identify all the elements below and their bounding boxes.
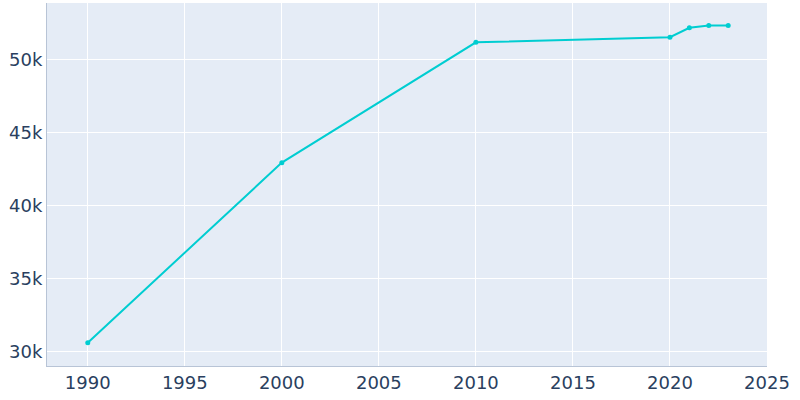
svg-text:2000: 2000 [259, 372, 305, 393]
svg-text:2010: 2010 [453, 372, 499, 393]
svg-text:1995: 1995 [162, 372, 208, 393]
svg-text:50k: 50k [9, 49, 43, 70]
svg-text:2020: 2020 [647, 372, 693, 393]
svg-text:45k: 45k [9, 122, 43, 143]
svg-text:40k: 40k [9, 195, 43, 216]
svg-text:2025: 2025 [744, 372, 790, 393]
svg-text:1990: 1990 [65, 372, 111, 393]
svg-text:30k: 30k [9, 341, 43, 362]
svg-text:2005: 2005 [356, 372, 402, 393]
svg-text:35k: 35k [9, 268, 43, 289]
svg-text:2015: 2015 [550, 372, 596, 393]
